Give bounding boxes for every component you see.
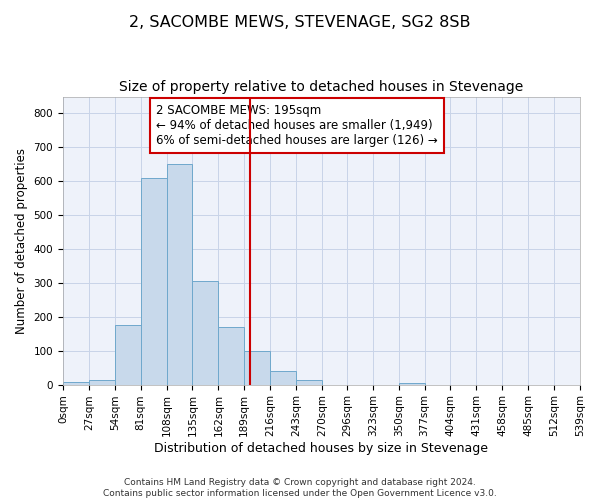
Text: 2, SACOMBE MEWS, STEVENAGE, SG2 8SB: 2, SACOMBE MEWS, STEVENAGE, SG2 8SB (129, 15, 471, 30)
Bar (193, 281, 218, 384)
X-axis label: Distribution of detached houses by size in Stevenage: Distribution of detached houses by size … (154, 442, 488, 455)
Bar (89, 380, 115, 384)
Bar (296, 380, 322, 384)
Bar (398, 383, 425, 384)
Text: 2 SACOMBE MEWS: 195sqm
← 94% of detached houses are smaller (1,949)
6% of semi-d: 2 SACOMBE MEWS: 195sqm ← 94% of detached… (156, 104, 438, 147)
Text: Contains HM Land Registry data © Crown copyright and database right 2024.
Contai: Contains HM Land Registry data © Crown c… (103, 478, 497, 498)
Bar (244, 350, 270, 384)
Bar (115, 326, 140, 384)
Title: Size of property relative to detached houses in Stevenage: Size of property relative to detached ho… (119, 80, 524, 94)
Bar (218, 327, 244, 384)
Bar (167, 164, 193, 384)
Bar (63, 382, 89, 384)
Bar (270, 371, 296, 384)
Bar (140, 178, 167, 384)
Y-axis label: Number of detached properties: Number of detached properties (15, 148, 28, 334)
